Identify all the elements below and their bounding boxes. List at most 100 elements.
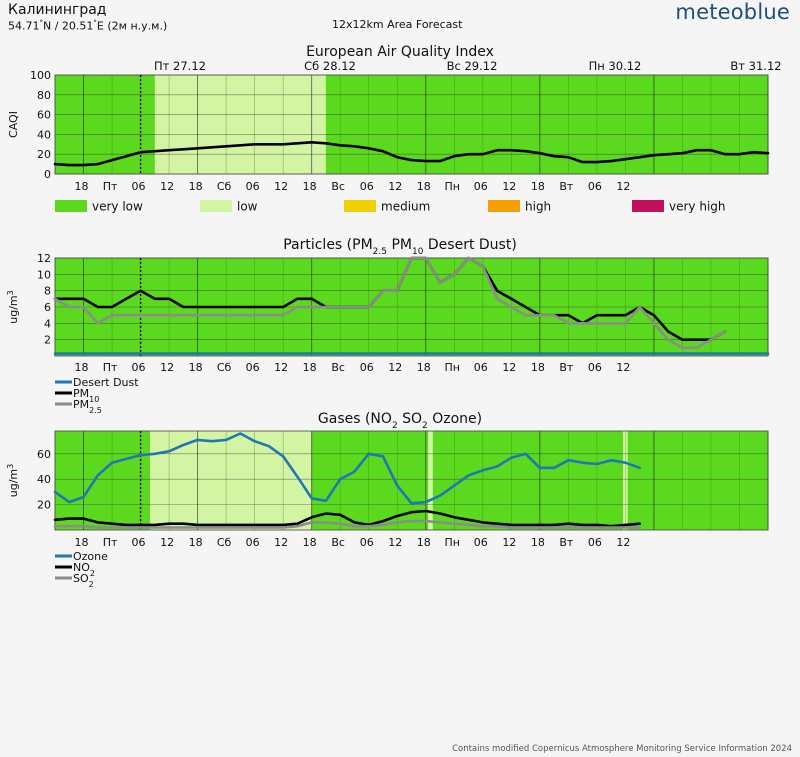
- y-axis-label-2: ug/m3: [6, 464, 21, 497]
- y-tick-label: 0: [44, 168, 51, 181]
- y-axis-label-1: ug/m3: [6, 290, 21, 323]
- legend-label: high: [525, 200, 551, 214]
- x-tick-label: 06: [474, 361, 488, 374]
- x-tick-label: 12: [274, 536, 288, 549]
- x-tick-label: 06: [360, 180, 374, 193]
- legend-label: Ozone: [73, 550, 108, 563]
- x-tick-label: 18: [75, 180, 89, 193]
- x-tick-label: Пн: [445, 536, 460, 549]
- x-tick-label: 18: [417, 536, 431, 549]
- x-tick-label: 06: [360, 361, 374, 374]
- y-axis-label-0: CAQI: [7, 111, 20, 138]
- location-name: Калининград: [8, 2, 107, 18]
- series-line-pm2-5: [53, 256, 727, 350]
- x-tick-label: 06: [132, 361, 146, 374]
- x-tick-label: 18: [189, 361, 203, 374]
- x-tick-label: 18: [303, 536, 317, 549]
- x-tick-label: Вт: [559, 361, 574, 374]
- x-tick-label: 18: [417, 180, 431, 193]
- x-tick-label: Сб: [217, 536, 232, 549]
- y-tick-label: 80: [37, 89, 51, 102]
- copyright-footer: Contains modified Copernicus Atmosphere …: [452, 744, 792, 754]
- x-tick-label: 18: [189, 536, 203, 549]
- chart-title-0: European Air Quality Index: [306, 44, 494, 60]
- aqi-band-low: [150, 431, 312, 530]
- y-tick-label: 40: [37, 128, 51, 141]
- aqi-band-very_low: [432, 431, 624, 530]
- aqi-band-very_low: [325, 75, 768, 174]
- chart-panel-1: 2 4 6 8 10 12 18 Пт 06 12 18 Сб 06 12 18 Вс 06 12 18 Пн 06 12…: [37, 252, 770, 374]
- y-tick-label: 6: [44, 301, 51, 314]
- x-tick-label: 06: [246, 536, 260, 549]
- x-tick-label: 06: [588, 180, 602, 193]
- x-tick-label: 12: [502, 536, 516, 549]
- x-tick-label: Вс: [331, 180, 345, 193]
- x-tick-label: 06: [588, 361, 602, 374]
- legend-label: medium: [381, 200, 430, 214]
- x-tick-label: 18: [531, 536, 545, 549]
- x-tick-label: Сб: [217, 361, 232, 374]
- aqi-band-low: [428, 431, 433, 530]
- x-tick-label: 06: [474, 180, 488, 193]
- x-tick-label: 12: [274, 180, 288, 193]
- y-tick-label: 12: [37, 252, 51, 265]
- legend-swatch-high: [488, 200, 520, 212]
- x-tick-label: 18: [75, 361, 89, 374]
- y-tick-label: 60: [37, 109, 51, 122]
- day-label: Вс 29.12: [447, 59, 498, 73]
- day-label: Пт 27.12: [154, 59, 206, 73]
- x-tick-label: Сб: [217, 180, 232, 193]
- plot-frame: [54, 74, 769, 175]
- day-label: Вт 31.12: [730, 59, 781, 73]
- aqi-band-very_low: [55, 75, 155, 174]
- y-tick-label: 10: [37, 268, 51, 281]
- chart-panel-0: 0 20 40 60 80 100 18 Пт 06 12 18 Сб 06 12 18 Вс 06 12 18 Пн…: [30, 69, 770, 193]
- x-tick-label: 18: [303, 361, 317, 374]
- x-tick-label: 12: [160, 180, 174, 193]
- x-tick-label: 12: [388, 180, 402, 193]
- legend-swatch-low: [200, 200, 232, 212]
- y-tick-label: 8: [44, 285, 51, 298]
- x-tick-label: Пт: [103, 536, 118, 549]
- legend-label: Desert Dust: [73, 376, 139, 389]
- x-tick-label: 12: [160, 361, 174, 374]
- aqi-band-low: [154, 75, 326, 174]
- y-tick-label: 2: [44, 334, 51, 347]
- x-tick-label: 12: [616, 180, 630, 193]
- x-tick-label: 12: [616, 536, 630, 549]
- x-tick-label: Вт: [559, 180, 574, 193]
- chart-title-1: Particles (PM2.5 PM10 Desert Dust): [283, 237, 517, 257]
- y-tick-label: 4: [44, 317, 51, 330]
- legend-label: NO2: [73, 561, 95, 578]
- x-tick-label: 18: [417, 361, 431, 374]
- x-tick-label: 12: [160, 536, 174, 549]
- series-line-no2: [53, 509, 642, 528]
- series-line-ozone: [53, 432, 642, 505]
- x-tick-label: 06: [132, 180, 146, 193]
- meteoblue-logo[interactable]: meteoblue: [675, 0, 790, 24]
- y-tick-label: 20: [37, 148, 51, 161]
- x-tick-label: 06: [132, 536, 146, 549]
- x-tick-label: 18: [75, 536, 89, 549]
- series-line-0: [53, 141, 770, 167]
- legend-swatch-very_high: [632, 200, 664, 212]
- legend-label: very low: [92, 200, 143, 214]
- legend-label: PM2.5: [73, 398, 102, 415]
- legend-swatch-very_low: [55, 200, 87, 212]
- x-tick-label: 12: [616, 361, 630, 374]
- x-tick-label: Пн: [445, 361, 460, 374]
- aqi-band-very_low: [311, 431, 429, 530]
- x-tick-label: 12: [274, 361, 288, 374]
- forecast-subtitle: 12x12km Area Forecast: [332, 18, 463, 31]
- legend-label: SO2: [73, 572, 94, 589]
- x-tick-label: 06: [588, 536, 602, 549]
- legend-label: PM10: [73, 387, 99, 404]
- day-label: Пн 30.12: [589, 59, 642, 73]
- x-tick-label: Вс: [331, 536, 345, 549]
- x-tick-label: Вс: [331, 361, 345, 374]
- day-label: Сб 28.12: [304, 59, 356, 73]
- chart-title-2: Gases (NO2 SO2 Ozone): [318, 411, 482, 431]
